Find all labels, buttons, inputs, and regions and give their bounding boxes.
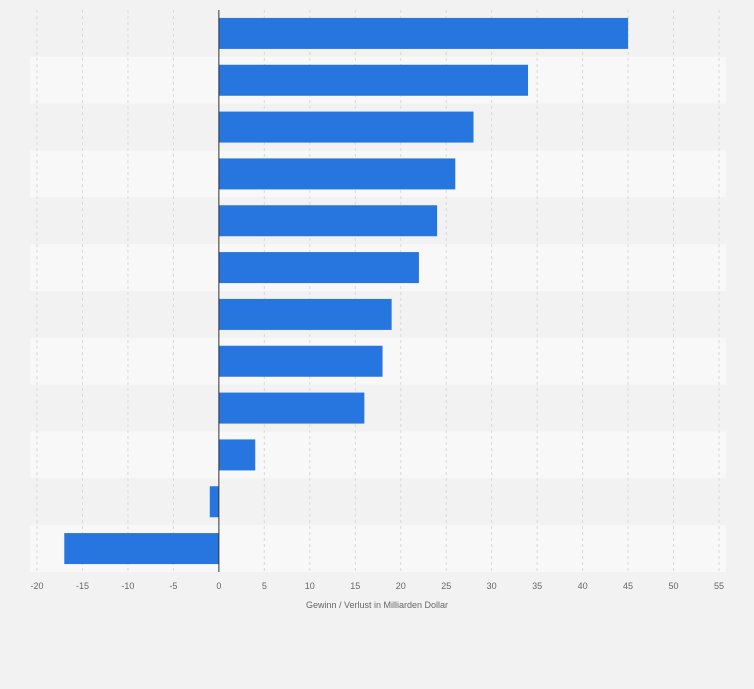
x-tick-label: 15: [350, 581, 360, 591]
bar: [218, 205, 438, 237]
bar: [218, 64, 529, 96]
bar: [218, 439, 256, 471]
bar: [209, 486, 219, 518]
x-tick-label: 40: [578, 581, 588, 591]
row-band: [30, 478, 726, 526]
row-band: [30, 431, 726, 479]
grid-lines: [36, 10, 720, 572]
x-tick-label: -5: [169, 581, 177, 591]
x-tick-label: 5: [262, 581, 267, 591]
x-tick-label: 35: [532, 581, 542, 591]
x-tick-label: 30: [487, 581, 497, 591]
x-tick-label: 20: [396, 581, 406, 591]
x-tick-label: 0: [216, 581, 221, 591]
bars: [64, 10, 629, 572]
x-axis-title: Gewinn / Verlust in Milliarden Dollar: [306, 600, 448, 610]
x-tick-label: 55: [714, 581, 724, 591]
x-tick-label: -10: [121, 581, 134, 591]
bar: [64, 533, 219, 565]
bar: [218, 345, 383, 377]
bar: [218, 298, 392, 330]
bar: [218, 392, 365, 424]
x-tick-label: 50: [669, 581, 679, 591]
x-tick-label: 10: [305, 581, 315, 591]
x-tick-label: 45: [623, 581, 633, 591]
x-tick-label: -20: [30, 581, 43, 591]
bar: [218, 17, 629, 49]
bar: [218, 111, 474, 143]
bar: [218, 252, 419, 284]
x-tick-label: 25: [441, 581, 451, 591]
row-band: [30, 384, 726, 432]
x-tick-labels: -20 -15 -10 -5 0 5 10 15 20 25 30 35 40 45 50 55: [30, 581, 724, 591]
bar: [218, 158, 456, 190]
x-tick-label: -15: [76, 581, 89, 591]
